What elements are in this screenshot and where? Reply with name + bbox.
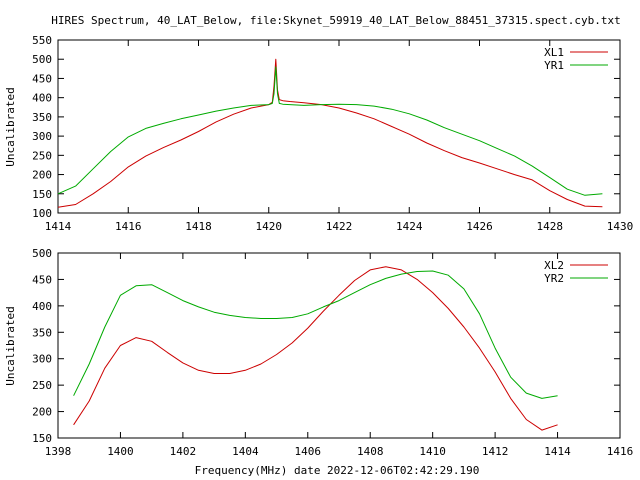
series-line-yr1 [57, 66, 603, 196]
y-tick-label: 300 [32, 353, 52, 366]
y-tick-label: 400 [32, 92, 52, 105]
x-tick-label: 1418 [185, 220, 212, 233]
legend-label-xl1: XL1 [544, 46, 564, 59]
y-tick-label: 300 [32, 130, 52, 143]
x-tick-label: 1400 [107, 445, 134, 458]
x-tick-label: 1402 [170, 445, 197, 458]
y-tick-label: 450 [32, 72, 52, 85]
x-axis-label-bottom: Frequency(MHz) date 2022-12-06T02:42:29.… [195, 464, 480, 477]
x-tick-label: 1414 [45, 220, 72, 233]
x-tick-label: 1416 [607, 445, 634, 458]
y-tick-label: 350 [32, 326, 52, 339]
x-tick-label: 1420 [256, 220, 283, 233]
legend-label-yr1: YR1 [544, 59, 564, 72]
y-tick-label: 200 [32, 406, 52, 419]
plot-frame [57, 252, 621, 439]
x-tick-label: 1408 [357, 445, 384, 458]
y-tick-label: 450 [32, 273, 52, 286]
y-tick-label: 500 [32, 53, 52, 66]
legend-label-xl2: XL2 [544, 259, 564, 272]
top-spectrum-panel: Uncalibrated 100 150 200 250 300 350 400 450 500… [4, 34, 633, 233]
x-tick-label: 1412 [482, 445, 509, 458]
x-tick-label: 1430 [607, 220, 634, 233]
bottom-spectrum-panel: Uncalibrated Frequency(MHz) date 2022-12… [4, 247, 633, 477]
y-tick-label: 100 [32, 207, 52, 220]
x-tick-label: 1406 [295, 445, 322, 458]
plot-frame [57, 39, 621, 214]
series-line-yr2 [73, 270, 558, 399]
y-tick-label: 350 [32, 111, 52, 124]
series-line-xl1 [57, 58, 603, 208]
x-tick-label: 1426 [466, 220, 493, 233]
y-axis-label-top: Uncalibrated [4, 87, 17, 166]
x-tick-label: 1428 [537, 220, 564, 233]
x-tick-label: 1424 [396, 220, 423, 233]
x-tick-label: 1404 [232, 445, 259, 458]
y-axis-label-bottom: Uncalibrated [4, 306, 17, 385]
legend-label-yr2: YR2 [544, 272, 564, 285]
chart-title: HIRES Spectrum, 40_LAT_Below, file:Skyne… [51, 14, 621, 27]
y-tick-label: 500 [32, 247, 52, 260]
y-tick-label: 250 [32, 379, 52, 392]
series-line-xl2 [73, 266, 558, 431]
y-tick-label: 550 [32, 34, 52, 47]
y-tick-label: 150 [32, 432, 52, 445]
x-tick-label: 1410 [419, 445, 446, 458]
x-tick-label: 1416 [115, 220, 142, 233]
y-tick-label: 250 [32, 149, 52, 162]
y-tick-label: 200 [32, 169, 52, 182]
y-tick-label: 400 [32, 300, 52, 313]
x-tick-label: 1398 [45, 445, 72, 458]
x-tick-label: 1422 [326, 220, 353, 233]
x-tick-label: 1414 [544, 445, 571, 458]
y-tick-label: 150 [32, 188, 52, 201]
